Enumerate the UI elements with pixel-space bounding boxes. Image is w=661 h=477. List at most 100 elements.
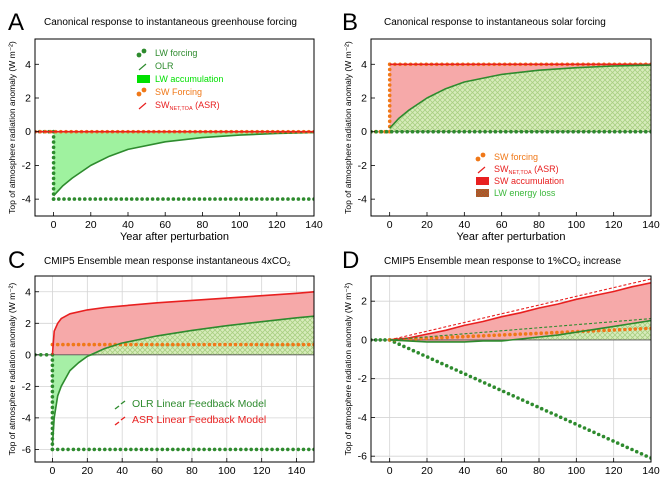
- data-point: [597, 129, 601, 134]
- panel-letter: D: [342, 247, 359, 274]
- data-point: [50, 368, 55, 373]
- data-point: [508, 332, 512, 337]
- legend-symbol: [136, 48, 147, 58]
- data-point: [539, 406, 544, 411]
- x-tick-label: 80: [533, 465, 545, 477]
- data-point: [307, 342, 311, 347]
- legend-symbol: [137, 75, 150, 83]
- data-point: [487, 333, 491, 338]
- x-tick-label: 20: [85, 219, 97, 231]
- legend-label: LW accumulation: [155, 74, 223, 84]
- data-point: [270, 197, 275, 201]
- data-point: [607, 328, 611, 333]
- data-point: [529, 129, 534, 134]
- data-point: [286, 447, 290, 452]
- data-point: [467, 129, 472, 134]
- legend-label: ASR Linear Feedback Model: [132, 414, 266, 426]
- legend-label: SWNET,TOA (ASR): [155, 100, 220, 112]
- y-tick-label: -4: [358, 412, 367, 424]
- x-tick-label: 40: [458, 465, 470, 477]
- data-point: [155, 447, 159, 452]
- data-point: [478, 379, 482, 383]
- panel-d: D CMIP5 Ensemble mean response to 1%CO2 i…: [342, 247, 660, 477]
- data-point: [160, 447, 165, 452]
- data-point: [449, 366, 454, 370]
- data-point: [51, 166, 56, 170]
- data-point: [254, 342, 259, 347]
- data-point: [207, 342, 212, 347]
- data-point: [108, 342, 112, 347]
- legend-label: SW Forcing: [155, 87, 202, 97]
- y-tick-label: -4: [22, 194, 31, 206]
- data-point: [615, 441, 620, 445]
- data-point: [561, 129, 565, 134]
- panel-c: C CMIP5 Ensemble mean response instantane…: [7, 247, 315, 477]
- data-point: [421, 129, 425, 134]
- series-co2-forcing: [371, 338, 651, 460]
- data-point: [83, 197, 87, 201]
- data-point: [461, 334, 465, 339]
- legend: OLR Linear Feedback Model ASR Linear Feed…: [114, 398, 266, 426]
- panel-letter: A: [8, 9, 24, 36]
- data-point: [410, 129, 415, 134]
- x-tick-label: 20: [421, 219, 433, 231]
- series-olr: [53, 131, 314, 197]
- data-point: [286, 342, 290, 347]
- data-point: [275, 447, 280, 452]
- x-tick-label: 60: [159, 219, 171, 231]
- y-tick-label: 2: [361, 93, 367, 105]
- data-point: [592, 129, 596, 134]
- data-point: [50, 416, 55, 420]
- data-point: [291, 447, 295, 452]
- x-tick-label: 60: [496, 219, 508, 231]
- data-point: [260, 197, 264, 201]
- data-point: [623, 327, 627, 332]
- data-point: [212, 447, 217, 452]
- data-point: [270, 447, 274, 452]
- data-point: [472, 129, 477, 134]
- data-point: [384, 129, 389, 134]
- data-point: [550, 129, 555, 134]
- data-point: [444, 363, 449, 368]
- data-point: [93, 197, 98, 201]
- data-point: [61, 447, 65, 452]
- y-axis-label: Top of atmosphere radiation anomaly (W m…: [343, 283, 353, 456]
- data-point: [139, 342, 144, 347]
- data-point: [455, 335, 460, 339]
- data-point: [387, 67, 392, 72]
- data-point: [488, 129, 493, 134]
- data-point: [454, 368, 459, 372]
- data-point: [197, 197, 202, 201]
- data-point: [387, 88, 392, 92]
- data-point: [416, 351, 421, 355]
- data-point: [540, 129, 544, 134]
- data-point: [233, 342, 238, 347]
- data-point: [249, 197, 254, 201]
- data-point: [387, 72, 392, 77]
- olr-negative-area: [52, 354, 105, 447]
- data-point: [55, 447, 60, 452]
- y-tick-label: -6: [358, 451, 367, 463]
- data-point: [430, 357, 435, 362]
- data-point: [582, 426, 587, 430]
- data-point: [435, 359, 440, 364]
- data-point: [611, 439, 615, 443]
- data-point: [51, 176, 56, 181]
- data-point: [82, 342, 86, 347]
- data-point: [88, 197, 92, 201]
- y-tick-label: 0: [361, 334, 367, 346]
- data-point: [150, 342, 154, 347]
- data-point: [72, 197, 77, 201]
- legend-symbol: [138, 63, 147, 71]
- legend-fill: [137, 75, 150, 83]
- x-tick-label: 100: [568, 465, 586, 477]
- data-point: [97, 342, 102, 347]
- data-point: [587, 428, 591, 433]
- data-point: [379, 129, 384, 134]
- y-axis-label: Top of atmosphere radiation anomaly (W m…: [343, 41, 353, 214]
- x-tick-label: 140: [642, 219, 660, 231]
- data-point: [628, 327, 632, 332]
- data-point: [270, 342, 274, 347]
- y-tick-label: -2: [22, 381, 31, 393]
